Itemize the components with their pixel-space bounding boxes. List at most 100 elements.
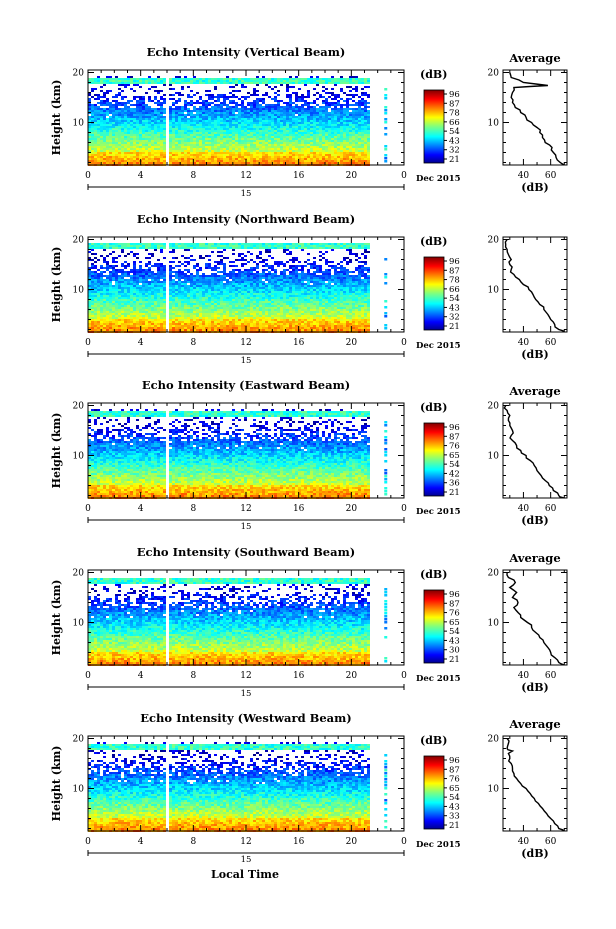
x-tick-label: 0: [401, 338, 407, 348]
x-tick-label: 16: [293, 671, 305, 681]
average-y-tick-label: 10: [488, 619, 500, 629]
y-axis-label: Height (km): [50, 580, 63, 656]
date-day-label: 15: [241, 356, 252, 366]
panel-title: Echo Intensity (Southward Beam): [137, 545, 355, 559]
panel-title: Echo Intensity (Vertical Beam): [147, 45, 346, 59]
average-x-tick-label: 40: [518, 338, 530, 348]
colorbar-tick-label: 54: [449, 127, 460, 137]
x-tick-label: 4: [138, 671, 144, 681]
x-tick-label: 8: [190, 338, 196, 348]
average-y-tick-label: 20: [488, 236, 500, 246]
colorbar-tick-label: 66: [449, 285, 460, 295]
x-tick-label: 8: [190, 171, 196, 181]
colorbar-tick-label: 33: [449, 812, 460, 822]
average-profile-line: [509, 72, 565, 166]
colorbar-tick-label: 96: [449, 90, 460, 100]
panel-title: Echo Intensity (Eastward Beam): [142, 378, 350, 392]
average-x-tick-label: 60: [545, 171, 557, 181]
x-tick-label: 16: [293, 504, 305, 514]
heatmap-cells: [88, 578, 388, 666]
x-tick-label: 4: [138, 504, 144, 514]
colorbar: [423, 422, 445, 497]
y-tick-label: 10: [73, 286, 85, 296]
panel-0: Echo Intensity (Vertical Beam) 10 20 0 4 8 12 1…: [50, 45, 568, 199]
colorbar-tick-label: 54: [449, 460, 460, 470]
colorbar-unit: (dB): [420, 401, 447, 414]
average-x-tick-label: 60: [545, 837, 557, 847]
colorbar: [423, 589, 445, 664]
average-x-tick-label: 60: [545, 338, 557, 348]
average-y-tick-label: 20: [488, 69, 500, 79]
colorbar-tick-label: 54: [449, 294, 460, 304]
colorbar-tick-label: 66: [449, 118, 460, 128]
average-x-label: (dB): [521, 514, 548, 527]
colorbar-tick-label: 76: [449, 442, 460, 452]
colorbar-tick-label: 30: [449, 646, 460, 656]
x-tick-label: 12: [240, 504, 251, 514]
colorbar: [423, 256, 445, 331]
colorbar-tick-label: 42: [449, 469, 460, 479]
colorbar-tick-label: 76: [449, 609, 460, 619]
colorbar-tick-label: 43: [449, 136, 460, 146]
y-tick-label: 20: [73, 402, 85, 412]
x-tick-label: 0: [401, 171, 407, 181]
average-title: Average: [508, 384, 560, 398]
x-tick-label: 8: [190, 837, 196, 847]
x-tick-label: 12: [240, 671, 251, 681]
date-day-label: 15: [241, 689, 252, 699]
colorbar-unit: (dB): [420, 568, 447, 581]
colorbar-tick-label: 87: [449, 99, 460, 109]
y-axis-label: Height (km): [50, 247, 63, 323]
x-tick-label: 0: [401, 837, 407, 847]
colorbar-tick-label: 36: [449, 479, 460, 489]
average-x-label: (dB): [521, 681, 548, 694]
colorbar-tick-label: 78: [449, 109, 460, 119]
colorbar-tick-label: 21: [449, 155, 460, 165]
average-x-tick-label: 40: [518, 171, 530, 181]
average-frame: [502, 569, 568, 666]
average-x-tick-label: 40: [518, 837, 530, 847]
average-y-tick-label: 20: [488, 569, 500, 579]
colorbar-tick-label: 54: [449, 627, 460, 637]
average-x-tick-label: 40: [518, 671, 530, 681]
x-tick-label: 0: [85, 671, 91, 681]
heatmap-cells: [88, 409, 388, 499]
date-label: Dec 2015: [416, 341, 461, 351]
date-day-label: 15: [241, 522, 252, 532]
average-x-tick-label: 60: [545, 504, 557, 514]
panel-4: Echo Intensity (Westward Beam) 10 20 0 4 8 12 1…: [50, 711, 568, 865]
date-day-label: 15: [241, 189, 252, 199]
colorbar: [423, 89, 445, 164]
x-tick-label: 0: [401, 671, 407, 681]
colorbar-unit: (dB): [420, 734, 447, 747]
x-tick-label: 20: [346, 504, 358, 514]
average-x-label: (dB): [521, 348, 548, 361]
average-y-tick-label: 10: [488, 785, 500, 795]
y-tick-label: 20: [73, 236, 85, 246]
x-tick-label: 12: [240, 837, 251, 847]
panel-title: Echo Intensity (Northward Beam): [137, 212, 355, 226]
average-y-tick-label: 10: [488, 119, 500, 129]
colorbar-tick-label: 65: [449, 784, 460, 794]
colorbar-tick-label: 87: [449, 599, 460, 609]
y-tick-label: 10: [73, 452, 85, 462]
average-profile-line: [506, 738, 565, 832]
x-tick-label: 8: [190, 671, 196, 681]
y-tick-label: 10: [73, 785, 85, 795]
average-frame: [502, 236, 568, 333]
x-tick-label: 0: [401, 504, 407, 514]
panel-3: Echo Intensity (Southward Beam) 10 20 0 4 8 12…: [50, 545, 568, 699]
x-tick-label: 4: [138, 338, 144, 348]
colorbar-tick-label: 87: [449, 266, 460, 276]
average-x-tick-label: 60: [545, 671, 557, 681]
date-label: Dec 2015: [416, 507, 461, 517]
x-tick-label: 0: [85, 171, 91, 181]
date-label: Dec 2015: [416, 840, 461, 850]
average-title: Average: [508, 717, 560, 731]
y-tick-label: 20: [73, 69, 85, 79]
y-tick-label: 20: [73, 735, 85, 745]
colorbar-tick-label: 87: [449, 765, 460, 775]
y-axis-label: Height (km): [50, 413, 63, 489]
x-tick-label: 20: [346, 671, 358, 681]
